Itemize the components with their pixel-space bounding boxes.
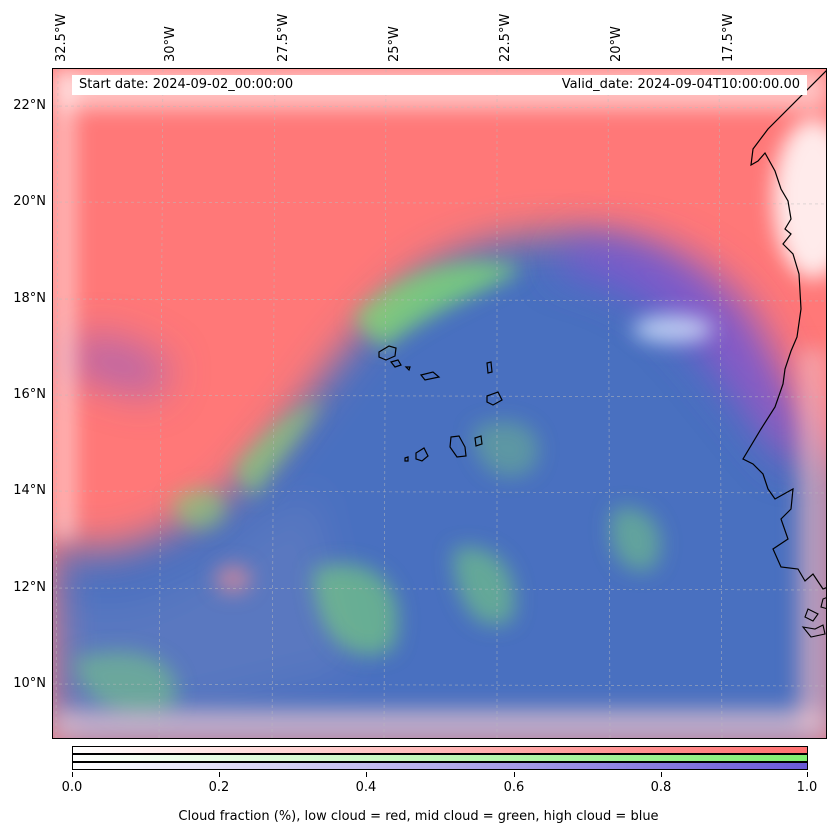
africa-coastline <box>742 70 826 590</box>
lon-label-27-5w: 27.5°W <box>276 13 291 62</box>
lon-label-17-5w: 17.5°W <box>721 13 736 62</box>
colorbar-tickmark <box>219 772 220 777</box>
colorbar-tickmark <box>514 772 515 777</box>
island-sao-nicolau <box>419 371 441 381</box>
island-sao-vicente <box>389 359 402 368</box>
lon-label-20w: 20°W <box>609 26 624 62</box>
lat-label-14n: 14°N <box>13 483 46 498</box>
high-cloud-arc <box>63 236 813 469</box>
island-santiago <box>449 435 467 458</box>
colorbar-tick-0-4: 0.4 <box>355 780 377 795</box>
colorbar-tick-1: 1.0 <box>796 780 818 795</box>
lat-label-18n: 18°N <box>13 291 46 306</box>
colorbar-tickmark <box>366 772 367 777</box>
island-sal <box>486 361 493 374</box>
cloud-fraction-map <box>52 68 827 739</box>
lat-label-12n: 12°N <box>13 580 46 595</box>
lat-label-10n: 10°N <box>13 676 46 691</box>
colorbar-tick-0-6: 0.6 <box>503 780 525 795</box>
lon-label-25w: 25°W <box>387 26 402 62</box>
map-canvas <box>53 69 826 738</box>
colorbar-label: Cloud fraction (%), low cloud = red, mid… <box>178 809 659 824</box>
cape-verde-islands <box>378 345 503 462</box>
date-banner: Start date: 2024-09-02_00:00:00 Valid_da… <box>72 75 807 95</box>
lat-label-22n: 22°N <box>13 98 46 113</box>
start-date: Start date: 2024-09-02_00:00:00 <box>79 77 294 92</box>
lon-label-30w: 30°W <box>163 26 178 62</box>
colorbar-tickmark <box>807 772 808 777</box>
colorbar-tickmark <box>661 772 662 777</box>
graticule <box>53 69 826 738</box>
island-fogo <box>415 447 429 462</box>
island-brava <box>404 456 409 462</box>
island-maio <box>474 435 483 447</box>
island-santo-antao <box>378 345 397 361</box>
lon-label-22-5w: 22.5°W <box>498 13 513 62</box>
valid-date: Valid_date: 2024-09-04T10:00:00.00 <box>561 77 800 92</box>
lat-label-20n: 20°N <box>13 194 46 209</box>
lon-label-32-5w: 32.5°W <box>54 13 69 62</box>
colorbar <box>72 746 808 772</box>
colorbar-low-cloud <box>72 746 808 754</box>
colorbar-tick-0: 0.0 <box>61 780 83 795</box>
lat-label-16n: 16°N <box>13 387 46 402</box>
bissagos-islands <box>801 597 826 638</box>
colorbar-high-cloud <box>72 762 808 770</box>
colorbar-mid-cloud <box>72 754 808 762</box>
mid-cloud-bands <box>73 261 661 717</box>
island-santa-luzia <box>404 366 411 372</box>
island-boa-vista <box>486 391 503 406</box>
colorbar-tick-0-2: 0.2 <box>208 780 230 795</box>
colorbar-tick-0-8: 0.8 <box>650 780 672 795</box>
colorbar-tickmark <box>72 772 73 777</box>
